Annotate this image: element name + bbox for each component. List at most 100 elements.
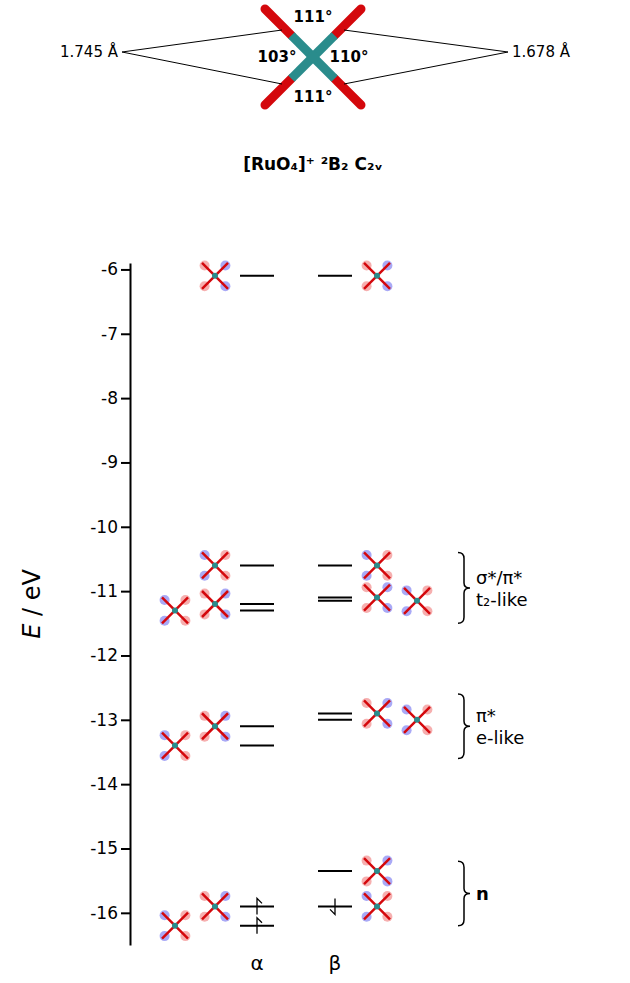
orbital-icon: [362, 856, 393, 887]
orbital-icon: [200, 550, 231, 581]
tick-mark: [121, 912, 130, 914]
group: n: [458, 861, 489, 925]
orbital-icon: [362, 550, 393, 581]
orbital-icons: [160, 260, 433, 941]
icon-metal: [212, 273, 218, 279]
level: [318, 712, 352, 714]
tick-mark: [121, 462, 130, 464]
tick-mark: [121, 719, 130, 721]
group-sublabel: t₂-like: [476, 589, 528, 610]
tick-mark: [121, 526, 130, 528]
tick-label: -12: [90, 645, 118, 665]
icon-metal: [374, 710, 380, 716]
angle: 111°: [294, 88, 333, 106]
tick-label: -6: [101, 259, 118, 279]
level: [318, 275, 352, 277]
icon-metal: [374, 562, 380, 568]
tick-label: -13: [90, 710, 118, 730]
series-1: [240, 276, 274, 934]
orbital-icon: [160, 730, 191, 761]
y-axis: -6-7-8-9-10-11-12-13-14-15-16: [90, 259, 130, 945]
icon-metal: [374, 903, 380, 909]
spin-label: β: [329, 951, 342, 975]
bond-o: [265, 79, 291, 105]
icon-metal: [212, 723, 218, 729]
level: [318, 600, 352, 602]
level: [240, 564, 274, 566]
level: [240, 745, 274, 747]
series-2: [318, 276, 352, 915]
orbital-icon: [200, 260, 231, 291]
tick: -9: [101, 452, 130, 472]
tick: -11: [90, 581, 130, 601]
orbital-icon: [362, 260, 393, 291]
icon-metal: [374, 595, 380, 601]
icon-metal: [414, 717, 420, 723]
tick-label: -14: [90, 774, 118, 794]
title: [RuO₄]⁺ ²B₂ C₂ᵥ: [243, 154, 383, 174]
tick-label: -8: [101, 388, 118, 408]
brace: [458, 694, 470, 758]
orbital-icon: [160, 910, 191, 941]
level: [240, 275, 274, 277]
level: [318, 597, 352, 599]
bond-o: [335, 79, 361, 105]
level: [318, 870, 352, 872]
angle: 111°: [294, 8, 333, 26]
diagram: 1.745 Å1.678 Å111°103°110°111°[RuO₄]⁺ ²B…: [0, 0, 630, 983]
orbital-icon: [362, 582, 393, 613]
group-label: σ*/π*: [476, 567, 522, 588]
tick-mark: [121, 398, 130, 400]
tick-mark: [121, 784, 130, 786]
level: [240, 609, 274, 611]
tick: -16: [90, 903, 130, 923]
tick-mark: [121, 333, 130, 335]
brace: [458, 861, 470, 925]
tick-label: -11: [90, 581, 118, 601]
tick-mark: [121, 269, 130, 271]
group-label: π*: [476, 705, 496, 726]
orbital-icon: [200, 891, 231, 922]
tick: -6: [101, 259, 130, 279]
tick-label: -10: [90, 517, 118, 537]
tick-label: -16: [90, 903, 118, 923]
bond-length: 1.745 Å: [60, 42, 119, 61]
axis-title: E / eV: [18, 569, 46, 639]
orbital-icon: [362, 891, 393, 922]
tick-label: -7: [101, 324, 118, 344]
plot-area: [240, 276, 352, 934]
electron-arrow: [330, 898, 335, 914]
tick: -7: [101, 324, 130, 344]
group: π*e-like: [458, 694, 524, 758]
tick: -10: [90, 517, 130, 537]
structure: 1.745 Å1.678 Å111°103°110°111°: [60, 8, 571, 106]
orbital-icon: [402, 585, 433, 616]
tick-mark: [121, 591, 130, 593]
tick: -13: [90, 710, 130, 730]
angle: 103°: [258, 48, 297, 66]
icon-metal: [212, 601, 218, 607]
orbital-icon: [402, 704, 433, 735]
axis-line: [130, 264, 132, 946]
orbital-icon: [362, 698, 393, 729]
orbital-icon: [200, 589, 231, 620]
icon-metal: [172, 743, 178, 749]
level: [318, 564, 352, 566]
level: [240, 725, 274, 727]
tick-mark: [121, 848, 130, 850]
tick: -14: [90, 774, 130, 794]
group: σ*/π*t₂-like: [458, 553, 528, 624]
brace: [458, 553, 470, 624]
tick: -8: [101, 388, 130, 408]
icon-metal: [374, 868, 380, 874]
icon-metal: [172, 923, 178, 929]
tick-mark: [121, 655, 130, 657]
icon-metal: [374, 273, 380, 279]
spin-label: α: [250, 951, 263, 975]
group-sublabel: e-like: [476, 727, 524, 748]
group-label: n: [476, 883, 489, 904]
level: [240, 603, 274, 605]
angle: 110°: [330, 48, 369, 66]
icon-metal: [414, 598, 420, 604]
electron-arrow: [257, 898, 262, 914]
